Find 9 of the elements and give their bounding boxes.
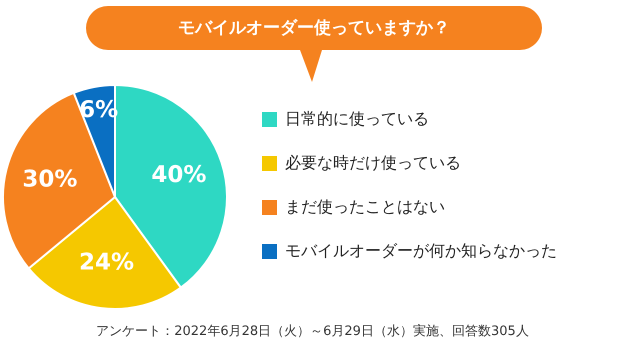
legend-label: 日常的に使っている: [285, 108, 429, 130]
text: アンケート：2022年6月28日（火）～6月29日（水）実施、回答数305人: [95, 323, 530, 340]
legend-label: 必要な時だけ使っている: [285, 152, 461, 174]
data-label: 40%: [151, 162, 206, 188]
chart-title: モバイルオーダー使っていますか？: [177, 17, 451, 40]
data-label: 30%: [22, 166, 78, 192]
legend-label: まだ使ったことはない: [285, 196, 445, 218]
legend-label: モバイルオーダーが何か知らなかった: [285, 240, 557, 262]
data-label: 24%: [79, 250, 134, 276]
